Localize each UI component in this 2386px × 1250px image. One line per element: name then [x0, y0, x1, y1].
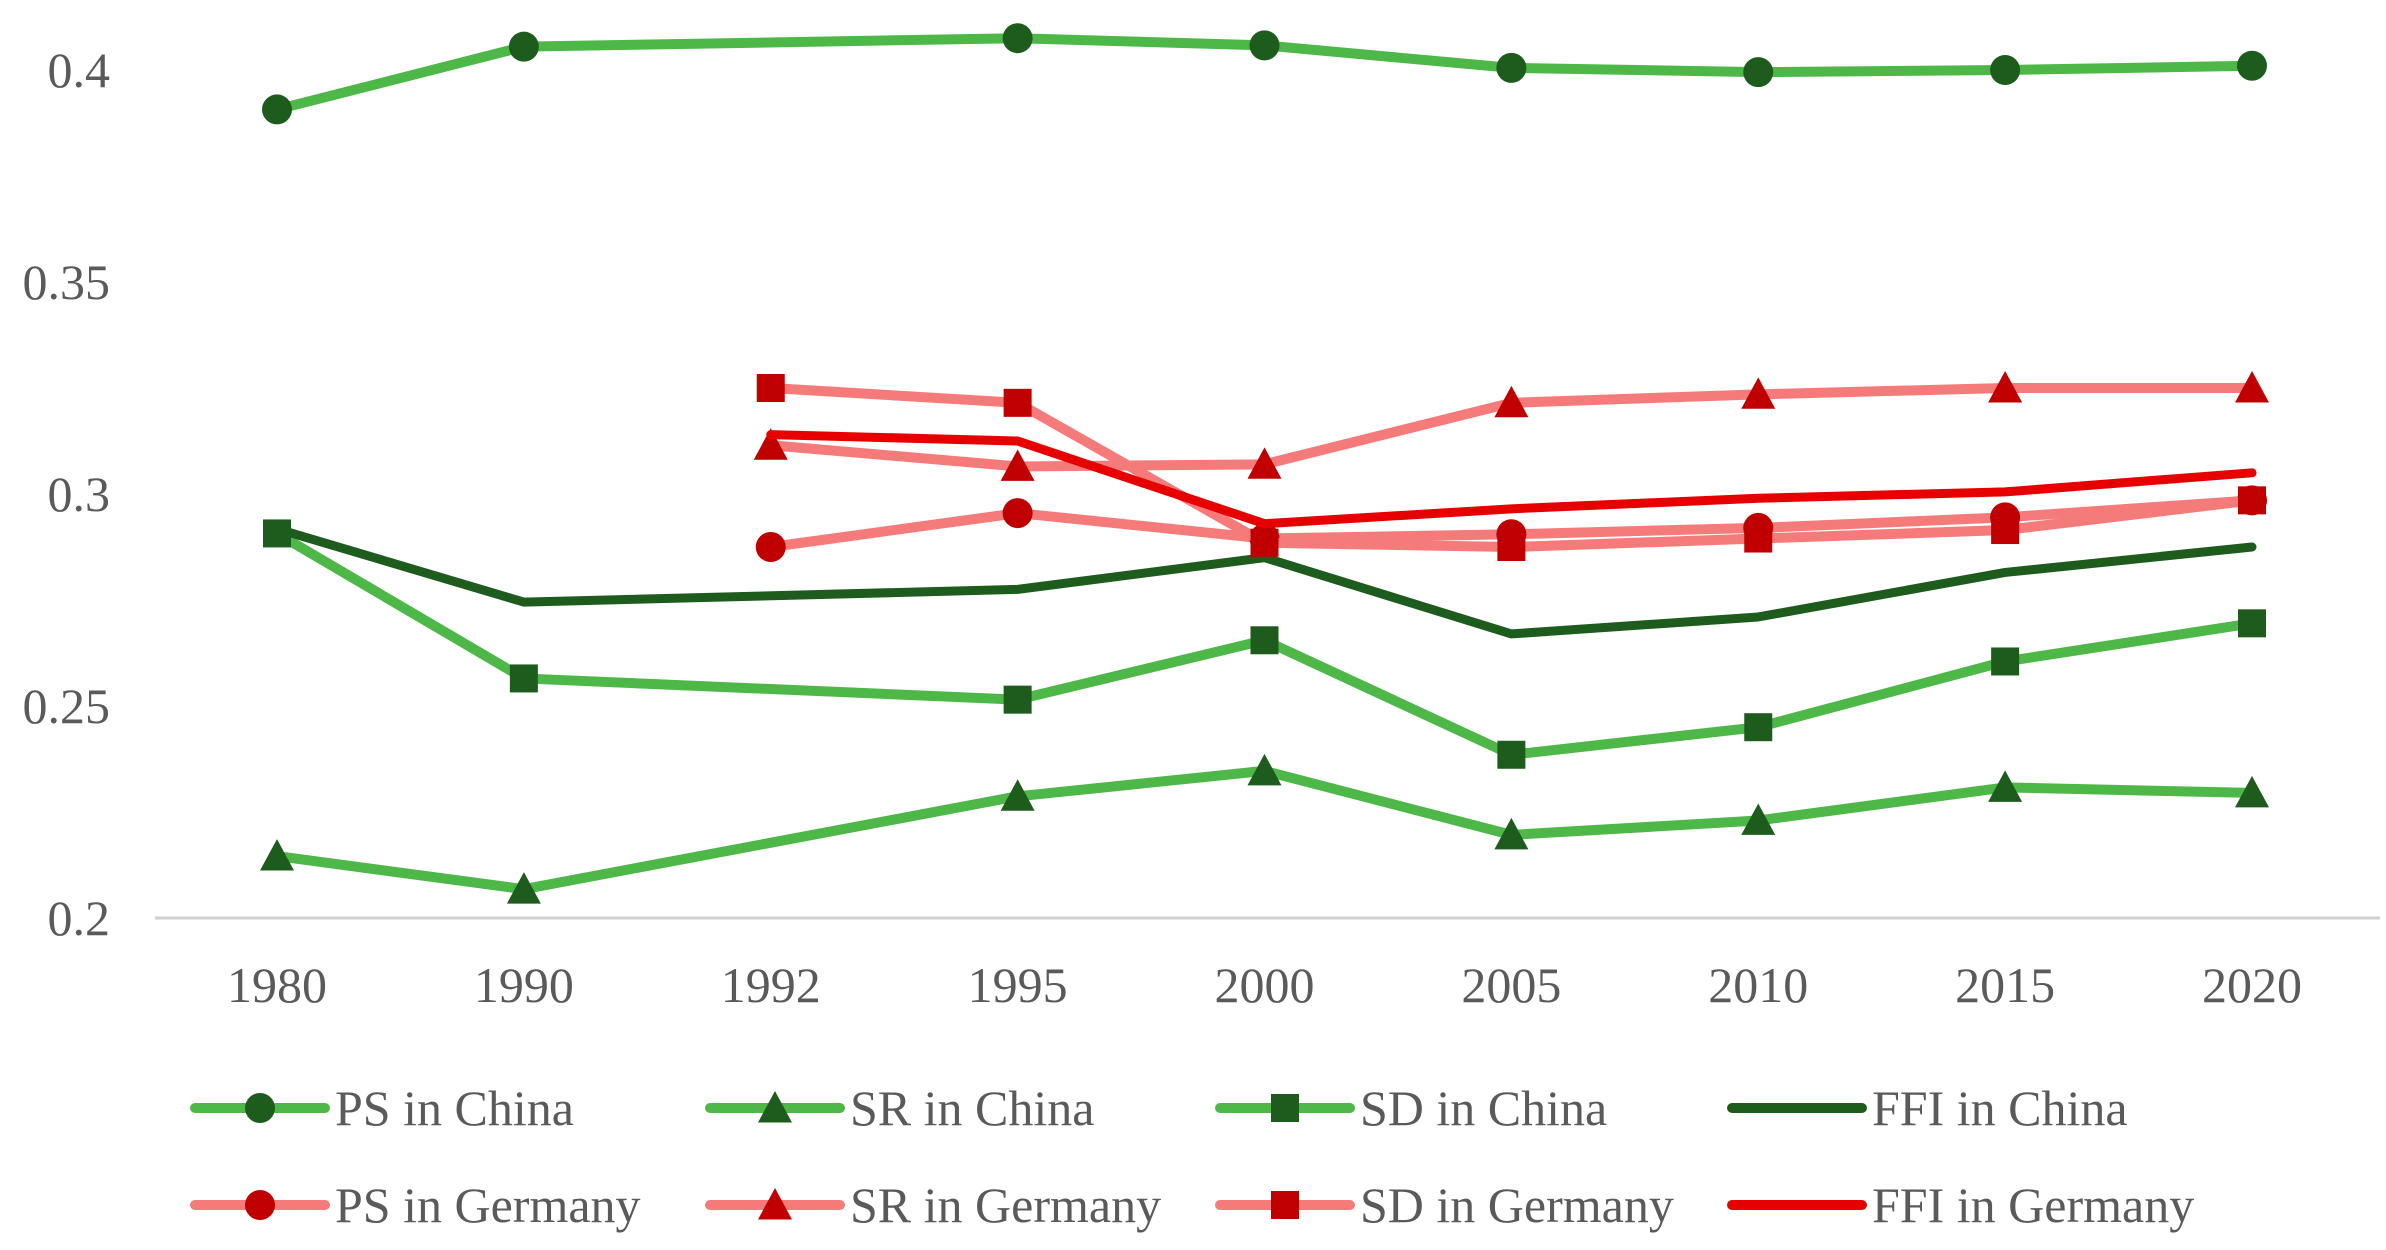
- data-point: [508, 31, 539, 62]
- data-point: [509, 664, 538, 693]
- data-point: [1741, 803, 1776, 835]
- legend-label: PS in China: [335, 1080, 574, 1136]
- x-tick-label: 2000: [1215, 957, 1315, 1013]
- data-point: [753, 428, 788, 460]
- x-tick-label: 2020: [2202, 957, 2302, 1013]
- legend-item: SD in Germany: [1215, 1177, 1674, 1233]
- legend-item: FFI in Germany: [1727, 1177, 2194, 1233]
- data-point: [2235, 371, 2269, 403]
- y-tick-label: 0.25: [23, 678, 111, 734]
- legend-label: SD in China: [1360, 1080, 1607, 1136]
- data-point: [1991, 647, 2020, 676]
- legend-label: FFI in Germany: [1872, 1177, 2194, 1233]
- legend-item: SD in China: [1215, 1080, 1607, 1136]
- legend-item: SR in China: [705, 1080, 1094, 1136]
- data-point: [1000, 779, 1035, 811]
- data-point: [1003, 685, 1032, 714]
- legend-marker: [245, 1093, 275, 1123]
- series-sr-in-china: [260, 753, 2269, 904]
- legend-label: SR in Germany: [850, 1177, 1161, 1233]
- legend-item: PS in Germany: [190, 1177, 641, 1233]
- data-point: [1250, 626, 1279, 655]
- data-point: [262, 94, 292, 125]
- data-point: [755, 532, 786, 562]
- data-point: [2238, 609, 2266, 638]
- y-tick-label: 0.35: [23, 254, 111, 310]
- x-tick-label: 2015: [1955, 957, 2055, 1013]
- data-point: [1744, 524, 1773, 553]
- legend-item: PS in China: [190, 1080, 574, 1136]
- data-point: [2235, 775, 2269, 808]
- data-point: [1497, 533, 1526, 561]
- series-sd-in-germany: [756, 374, 2266, 561]
- data-point: [1497, 740, 1526, 769]
- series-ps-in-china: [262, 23, 2267, 125]
- data-point: [1988, 770, 2023, 802]
- legend-marker: [1271, 1094, 1299, 1122]
- series-ffi-in-germany: [766, 430, 2257, 529]
- data-point: [1988, 371, 2023, 403]
- data-point: [756, 374, 785, 402]
- x-tick-label: 2005: [1461, 957, 1561, 1013]
- legend: PS in China SR in China SD in China FFI in …: [190, 1080, 2194, 1233]
- y-tick-label: 0.2: [48, 890, 111, 946]
- x-tick-label: 1995: [968, 957, 1068, 1013]
- data-point: [260, 839, 294, 871]
- data-point: [506, 872, 541, 904]
- data-point: [1744, 713, 1773, 742]
- legend-item: FFI in China: [1727, 1080, 2128, 1136]
- data-point: [1002, 23, 1033, 54]
- data-point: [1249, 30, 1280, 61]
- legend-label: SD in Germany: [1360, 1177, 1674, 1233]
- data-point: [1247, 753, 1282, 786]
- series-line: [272, 33, 2257, 115]
- data-point: [2238, 486, 2266, 515]
- series-line: [272, 528, 2257, 760]
- x-tick-label: 1990: [474, 957, 574, 1013]
- x-tick-label: 1980: [227, 957, 327, 1013]
- data-point: [1990, 55, 2021, 85]
- series-sd-in-china: [263, 519, 2266, 769]
- data-point: [1494, 385, 1529, 418]
- legend-marker: [1271, 1191, 1299, 1219]
- series-line: [766, 430, 2257, 529]
- x-tick-label: 1992: [721, 957, 821, 1013]
- series-line: [272, 524, 2257, 639]
- data-point: [1743, 57, 1774, 88]
- series-layer: [260, 23, 2269, 904]
- data-point: [1003, 388, 1032, 417]
- x-tick-label: 2010: [1708, 957, 1808, 1013]
- series-ffi-in-china: [272, 524, 2257, 639]
- data-point: [1247, 447, 1282, 479]
- axes: 0.2 0.25 0.3 0.35 0.4 1980 1990 1992 1995 2000 200…: [23, 42, 2380, 1013]
- data-point: [1002, 498, 1033, 529]
- series-sr-in-germany: [753, 371, 2269, 481]
- legend-marker: [758, 1091, 792, 1123]
- series-line: [272, 765, 2257, 895]
- data-point: [1494, 817, 1529, 850]
- legend-label: PS in Germany: [335, 1177, 641, 1233]
- data-point: [1250, 528, 1279, 557]
- legend-marker: [758, 1188, 792, 1220]
- y-tick-label: 0.4: [48, 42, 111, 98]
- data-point: [1991, 516, 2020, 545]
- legend-item: SR in Germany: [705, 1177, 1161, 1233]
- legend-marker: [245, 1190, 275, 1220]
- legend-label: FFI in China: [1872, 1080, 2128, 1136]
- data-point: [2237, 50, 2267, 81]
- data-point: [1000, 449, 1035, 481]
- legend-label: SR in China: [850, 1080, 1094, 1136]
- data-point: [1496, 52, 1527, 83]
- data-point: [1741, 377, 1776, 409]
- y-tick-label: 0.3: [48, 466, 111, 522]
